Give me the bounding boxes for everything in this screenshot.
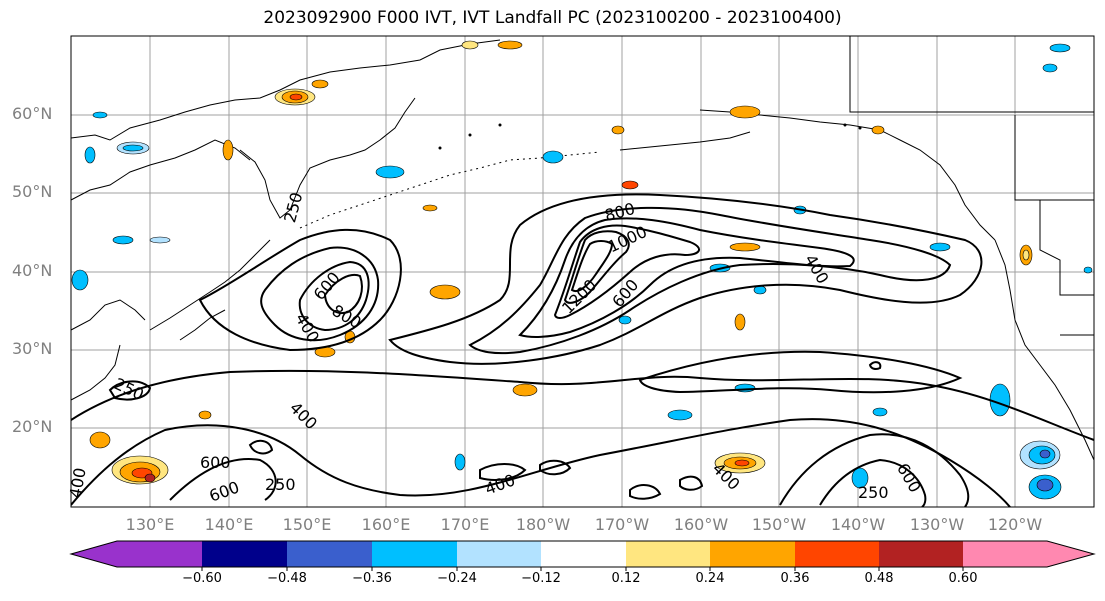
colorbar-tick-label: −0.12 <box>521 571 561 586</box>
lon-label: 140°W <box>830 515 886 534</box>
gridlines <box>71 36 1094 507</box>
colorbar-tick-label: 0.48 <box>864 571 894 586</box>
colorbar-tick-label: −0.24 <box>437 571 477 586</box>
lat-label: 20°N <box>12 417 53 436</box>
colorbar-segment <box>963 541 1047 567</box>
contour-label: 250 <box>858 483 889 502</box>
lon-label: 160°E <box>361 515 411 534</box>
colorbar-extend-high <box>1047 541 1094 567</box>
ivt-contours <box>71 193 1094 507</box>
lon-label: 130°E <box>125 515 175 534</box>
colorbar-segment <box>795 541 879 567</box>
lon-label: 170°W <box>594 515 650 534</box>
colorbar-tick-label: −0.48 <box>267 571 307 586</box>
colorbar-tick-label: 0.60 <box>948 571 978 586</box>
colorbar-segment <box>879 541 963 567</box>
map-title: 2023092900 F000 IVT, IVT Landfall PC (20… <box>263 8 842 28</box>
colorbar-segment <box>710 541 795 567</box>
lon-label: 160°W <box>673 515 729 534</box>
colorbar-tick-label: 0.12 <box>611 571 641 586</box>
lon-label: 140°E <box>204 515 254 534</box>
lat-label: 40°N <box>12 261 53 280</box>
colorbar-segment <box>372 541 457 567</box>
colorbar-tick-label: 0.24 <box>695 571 725 586</box>
lon-label: 130°W <box>909 515 965 534</box>
lat-label: 50°N <box>12 182 53 201</box>
colorbar-tick-label: 0.36 <box>780 571 810 586</box>
lon-label: 150°E <box>282 515 332 534</box>
lat-label: 30°N <box>12 339 53 358</box>
lon-label: 180°W <box>515 515 571 534</box>
lon-label: 120°W <box>987 515 1043 534</box>
colorbar-segment <box>287 541 372 567</box>
colorbar-segment <box>457 541 541 567</box>
colorbar-outline <box>69 540 1096 568</box>
colorbar-segment <box>117 541 202 567</box>
colorbar-segment <box>202 541 287 567</box>
plot-border <box>70 35 1095 508</box>
lon-label: 150°W <box>751 515 807 534</box>
lon-label: 170°E <box>440 515 490 534</box>
lat-label: 60°N <box>12 104 53 123</box>
contour-label: 250 <box>265 475 296 494</box>
colorbar-tick-label: −0.60 <box>182 571 222 586</box>
colorbar <box>69 540 1096 571</box>
colorbar-segment <box>626 541 710 567</box>
colorbar-tick-label: −0.36 <box>352 571 392 586</box>
colorbar-segment <box>541 541 626 567</box>
coastlines <box>71 36 1094 461</box>
contour-label: 600 <box>200 453 231 472</box>
pc-shading <box>71 40 1093 500</box>
island-specks <box>438 123 862 150</box>
contour-label-group: 250 250 250 250 400 400 400 400 400 400 … <box>66 190 925 505</box>
colorbar-extend-low <box>71 541 117 567</box>
